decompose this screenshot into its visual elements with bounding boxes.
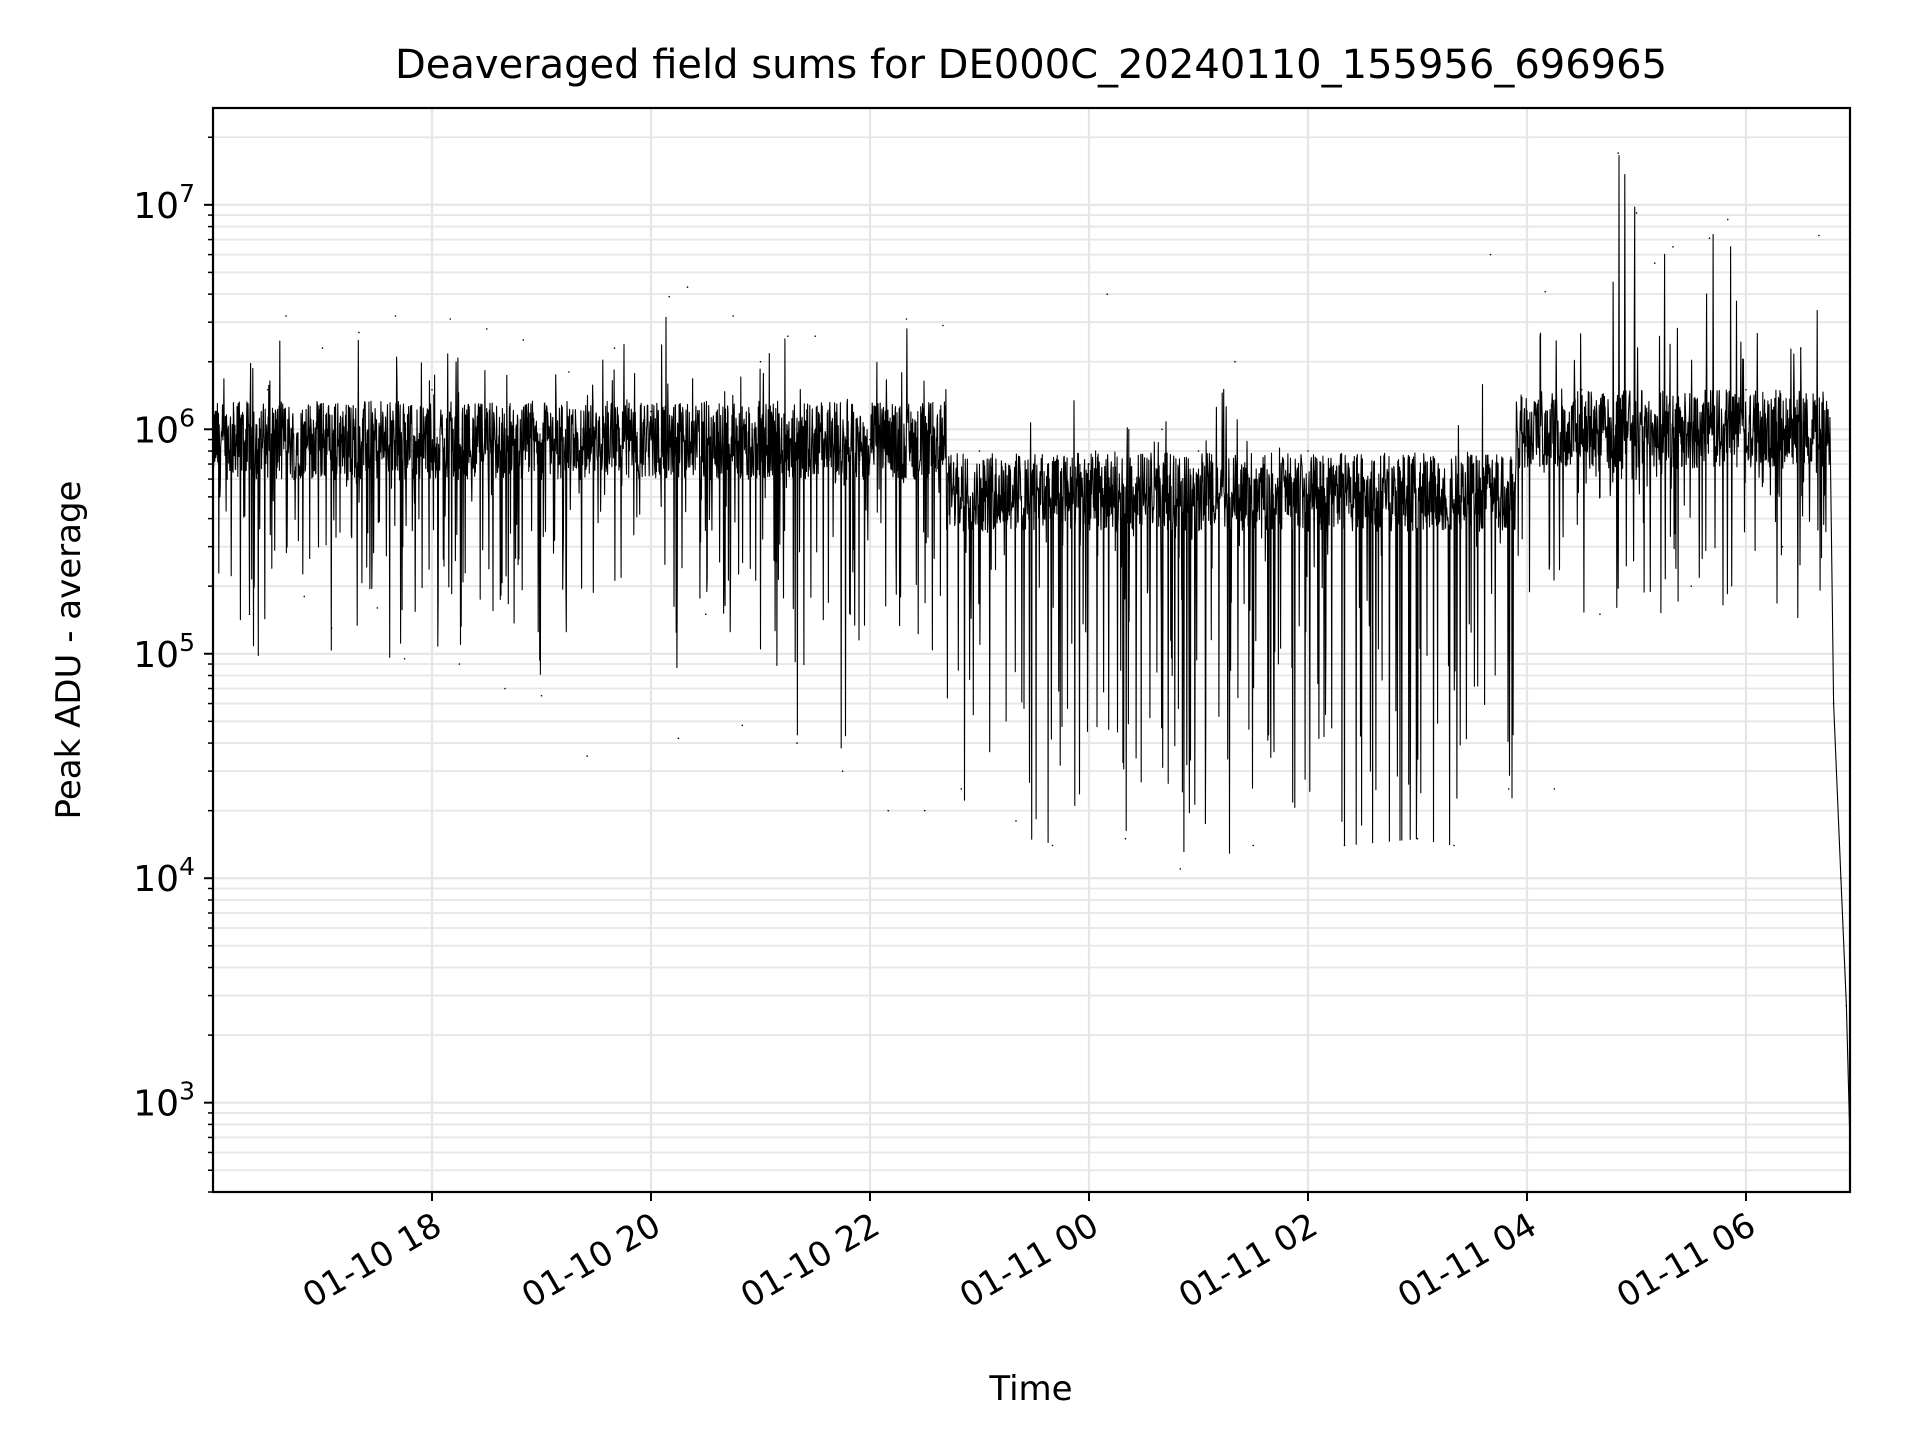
data-point (248, 613, 251, 616)
data-point (1088, 463, 1090, 465)
y-tick-label: 105 (133, 628, 195, 676)
data-point (1453, 844, 1455, 847)
data-point (568, 371, 570, 373)
data-point (358, 331, 360, 334)
data-point (403, 657, 406, 660)
data-point (923, 809, 926, 812)
data-point (787, 335, 789, 337)
data-point (1015, 820, 1017, 822)
data-point (686, 286, 689, 288)
data-point (394, 315, 397, 317)
data-point (1106, 293, 1109, 295)
data-point (869, 438, 871, 441)
data-point (1307, 450, 1309, 452)
x-axis-label: Time (988, 1369, 1072, 1409)
data-point (522, 339, 525, 341)
data-point (796, 742, 798, 744)
data-point (504, 687, 506, 690)
data-point (1745, 388, 1747, 391)
data-point (458, 663, 461, 665)
data-point (1197, 450, 1200, 452)
data-point (887, 809, 890, 812)
data-point (485, 328, 488, 330)
data-point (1832, 702, 1835, 705)
data-point (285, 315, 287, 317)
series-line (212, 154, 1851, 1145)
data-point (613, 347, 616, 349)
data-point (1708, 237, 1711, 240)
data-point (1840, 877, 1842, 880)
data-point (1416, 837, 1419, 840)
y-axis-label: Peak ADU - average (49, 481, 89, 820)
data-point (677, 737, 680, 740)
data-point (978, 450, 981, 452)
data-point (814, 335, 817, 337)
data-point (1489, 253, 1492, 256)
data-point (1234, 360, 1236, 363)
data-point (1161, 428, 1163, 431)
data-point (266, 388, 269, 391)
data-point (905, 318, 908, 320)
data-point (376, 607, 379, 609)
y-tick-label: 107 (133, 179, 195, 227)
data-point (1672, 246, 1674, 248)
data-point (1635, 212, 1638, 214)
data-point (668, 295, 671, 298)
data-point (1599, 613, 1601, 616)
data-point (1781, 545, 1784, 548)
data-point (650, 410, 652, 413)
data-point (1526, 450, 1528, 452)
data-point (239, 419, 242, 421)
data-point (431, 388, 433, 391)
data-point (321, 347, 324, 349)
data-point (1124, 837, 1127, 840)
data-point (303, 595, 306, 598)
y-tick-label: 106 (133, 403, 195, 451)
data-point (1343, 844, 1346, 847)
data-point (1580, 388, 1583, 391)
y-tick-label: 103 (133, 1077, 195, 1125)
data-point (540, 694, 543, 697)
data-point (1544, 290, 1547, 293)
data-point (1252, 844, 1255, 847)
data-point (1799, 347, 1802, 349)
y-tick-label: 104 (133, 852, 195, 900)
data-point (1507, 788, 1510, 790)
data-point (704, 613, 707, 616)
y-axis: 103 104 105 106 107 (133, 136, 213, 1193)
data-point (1726, 218, 1729, 221)
data-point (1179, 868, 1182, 870)
data-point (1653, 262, 1656, 264)
data-point (942, 324, 944, 327)
series-layer (212, 152, 1851, 1146)
data-point (1617, 152, 1620, 154)
data-point (960, 788, 963, 790)
data-point (1845, 1005, 1848, 1007)
chart-title: Deaveraged field sums for DE000C_2024011… (395, 42, 1667, 88)
data-point (586, 755, 588, 757)
data-point (330, 627, 333, 629)
data-point (741, 724, 744, 727)
data-point (1051, 844, 1054, 847)
plot-frame (211, 106, 1852, 1194)
data-point (732, 315, 734, 317)
data-point (759, 360, 762, 363)
data-point (1553, 788, 1556, 790)
data-point (1690, 585, 1693, 587)
data-point (1818, 234, 1820, 237)
data-point (449, 318, 452, 320)
data-point (841, 770, 844, 772)
